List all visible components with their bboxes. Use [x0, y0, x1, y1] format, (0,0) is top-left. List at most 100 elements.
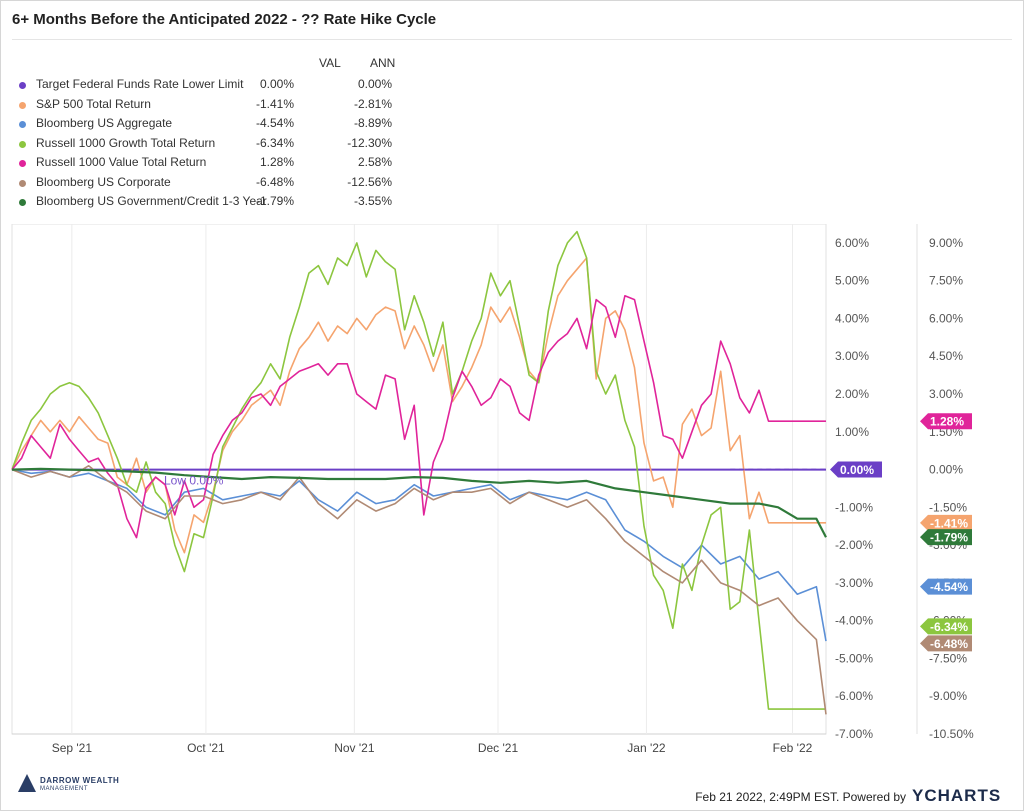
end-label-text: -1.79% [930, 531, 968, 545]
legend-row[interactable]: Russell 1000 Value Total Return 1.28% 2.58… [14, 155, 414, 173]
ycharts-y: Y [912, 786, 925, 805]
ycharts-rest: CHARTS [924, 786, 1002, 805]
y-tick-label: 1.00% [835, 425, 869, 439]
legend-series-name: Russell 1000 Value Total Return [36, 155, 207, 169]
y-tick-label: -5.00% [835, 651, 873, 665]
end-label-text: -6.48% [930, 637, 968, 651]
legend-ann-header: ANN [370, 56, 396, 70]
y2-tick-label: 7.50% [929, 274, 963, 288]
y-tick-label: 4.00% [835, 311, 869, 325]
legend-val: -1.79% [255, 194, 294, 208]
y-tick-label: -6.00% [835, 689, 873, 703]
y-tick-label: 3.00% [835, 349, 869, 363]
y2-tick-label: 3.00% [929, 387, 963, 401]
legend-ann: 2.58% [357, 155, 392, 169]
y2-tick-label: -7.50% [929, 651, 967, 665]
series-line [11, 230, 826, 710]
legend-series-name: Bloomberg US Government/Credit 1-3 Year [36, 194, 267, 208]
end-label-text: -6.34% [930, 620, 968, 634]
legend-dot-icon [19, 140, 26, 148]
legend-ann: -12.30% [347, 135, 392, 150]
y2-tick-label: 4.50% [929, 349, 963, 363]
legend-row[interactable]: Bloomberg US Corporate -6.48% -12.56% [14, 175, 414, 193]
logo-line2: MANAGEMENT [40, 786, 89, 792]
legend-row[interactable]: Bloomberg US Government/Credit 1-3 Year -… [14, 194, 414, 212]
x-tick-label: Oct '21 [187, 741, 225, 755]
end-label-text: 1.28% [930, 415, 964, 429]
x-tick-label: Nov '21 [334, 741, 375, 755]
y2-tick-label: 6.00% [929, 311, 963, 325]
logo-triangle-icon [18, 774, 36, 792]
footer-timestamp: Feb 21 2022, 2:49PM EST. Powered by [695, 790, 906, 804]
x-tick-label: Dec '21 [478, 741, 519, 755]
x-tick-label: Sep '21 [52, 741, 93, 755]
legend-series-name: Bloomberg US Corporate [36, 174, 171, 189]
end-label-flag [920, 578, 972, 595]
legend-series-name: Russell 1000 Growth Total Return [36, 135, 216, 150]
legend-dot-icon [19, 179, 26, 187]
chart-area: Sep '21 Oct '21 Nov '21 Dec '21 Jan '22 Feb '… [0, 223, 1024, 764]
low-annotation: Low 0.00% [164, 474, 224, 488]
end-label-flag [830, 461, 882, 478]
legend-val: -1.41% [255, 96, 294, 111]
legend-dot-icon [19, 160, 26, 167]
y-tick-label: -4.00% [835, 614, 873, 628]
legend-row[interactable]: Target Federal Funds Rate Lower Limit 0.0… [14, 77, 414, 95]
legend-row[interactable]: Bloomberg US Aggregate -4.54% -8.89% [14, 116, 414, 134]
x-tick-label: Jan '22 [627, 741, 666, 755]
legend-ann: -12.56% [347, 174, 392, 189]
legend-row[interactable]: Russell 1000 Growth Total Return -6.34% -1… [14, 136, 414, 154]
legend-dot-icon [19, 199, 26, 206]
x-tick-label: Feb '22 [773, 741, 813, 755]
legend-row[interactable]: S&P 500 Total Return -1.41% -2.81% [14, 97, 414, 115]
y2-tick-label: 0.00% [929, 463, 963, 477]
legend-ann: -2.81% [353, 96, 392, 111]
end-label-flag [920, 413, 972, 430]
y2-tick-label: -9.00% [929, 689, 967, 703]
y-tick-label: 2.00% [835, 387, 869, 401]
ycharts-logo[interactable]: YCHARTS [912, 786, 1001, 806]
end-label-flag [920, 529, 972, 546]
series-line [11, 257, 826, 554]
legend-val: 0.00% [259, 77, 294, 91]
legend-dot-icon [19, 82, 26, 89]
y-tick-label: -7.00% [835, 727, 873, 741]
y2-tick-label: 9.00% [929, 236, 963, 250]
end-label-flag [920, 514, 972, 531]
legend-val: -6.34% [255, 135, 294, 150]
y-tick-label: 6.00% [835, 236, 869, 250]
legend-ann: -8.89% [353, 116, 392, 130]
logo-line1: DARROW WEALTH [40, 776, 120, 785]
legend-series-name: Bloomberg US Aggregate [36, 116, 173, 130]
legend-val: 1.28% [259, 155, 294, 169]
legend-val-header: VAL [319, 56, 341, 70]
series-line [11, 295, 826, 539]
end-label-flag [920, 635, 972, 652]
end-label-text: 0.00% [840, 463, 874, 477]
line-chart: Sep '21 Oct '21 Nov '21 Dec '21 Jan '22 Feb '… [11, 223, 974, 755]
series-line [11, 465, 827, 715]
darrow-logo: DARROW WEALTH MANAGEMENT [18, 774, 138, 804]
legend-series-name: S&P 500 Total Return [36, 96, 151, 111]
y-tick-label: -2.00% [835, 538, 873, 552]
y2-tick-label: -1.50% [929, 500, 967, 514]
legend-series-name: Target Federal Funds Rate Lower Limit [36, 77, 244, 91]
legend-ann: -3.55% [353, 194, 392, 208]
y-tick-label: 5.00% [835, 274, 869, 288]
series-line [11, 468, 827, 642]
legend-dot-icon [19, 121, 26, 128]
legend-dot-icon [19, 101, 26, 109]
chart-title: 6+ Months Before the Anticipated 2022 - … [12, 11, 437, 28]
legend-val: -6.48% [255, 174, 294, 189]
legend-ann: 0.00% [357, 77, 392, 91]
y2-tick-label: -10.50% [929, 727, 974, 741]
end-label-text: -4.54% [930, 580, 968, 594]
y-tick-label: -1.00% [835, 500, 873, 514]
end-label-flag [920, 618, 972, 635]
end-label-text: -1.41% [930, 516, 968, 530]
plot-border [11, 223, 827, 735]
legend-val: -4.54% [255, 116, 294, 130]
series-line [11, 467, 827, 538]
y-tick-label: -3.00% [835, 576, 873, 590]
title-divider [12, 39, 1012, 40]
